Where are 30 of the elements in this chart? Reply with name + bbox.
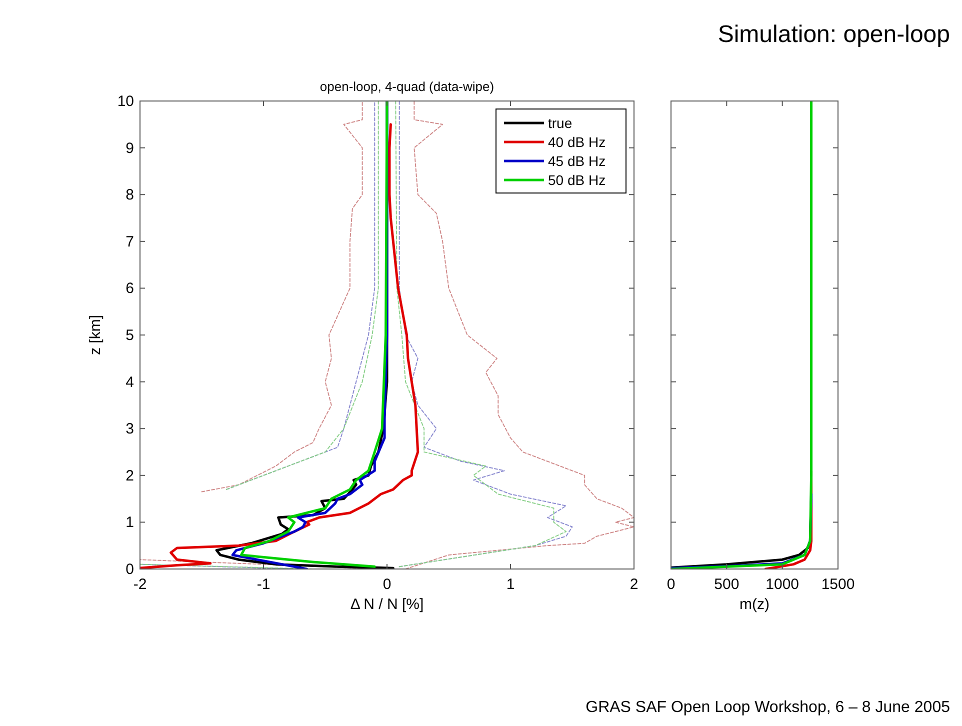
text: Simulation: open-loop bbox=[718, 21, 950, 48]
y-axis-title: z [km] bbox=[87, 315, 104, 355]
x-axis-title: Δ N / N [%] bbox=[350, 596, 424, 613]
x-tick-label: -1 bbox=[256, 576, 270, 593]
y-tick-label: 9 bbox=[126, 140, 134, 157]
y-tick-label: 7 bbox=[126, 233, 134, 250]
y-tick-label: 2 bbox=[126, 467, 134, 484]
x-tick-label: 0 bbox=[666, 576, 676, 593]
y-tick-label: 4 bbox=[126, 374, 134, 391]
legend-label: 50 dB Hz bbox=[548, 172, 606, 188]
x-tick-label: 500 bbox=[714, 576, 740, 593]
x-tick-label: 1000 bbox=[766, 576, 800, 593]
legend-label: 45 dB Hz bbox=[548, 153, 606, 169]
x-tick-label: 0 bbox=[382, 576, 392, 593]
y-tick-label: 1 bbox=[126, 514, 134, 532]
y-tick-label: 8 bbox=[126, 186, 134, 204]
y-tick-label: 6 bbox=[126, 280, 134, 298]
y-tick-label: 10 bbox=[117, 93, 134, 110]
text: GRAS SAF Open Loop Workshop, 6 – 8 June 2005 bbox=[586, 699, 950, 716]
legend-label: 40 dB Hz bbox=[548, 134, 606, 150]
y-tick-label: 3 bbox=[126, 420, 134, 438]
x-axis-title: m(z) bbox=[740, 596, 770, 613]
x-tick-label: 1500 bbox=[821, 576, 855, 593]
legend-label: true bbox=[548, 115, 572, 131]
y-tick-label: 0 bbox=[126, 561, 134, 578]
y-tick-label: 5 bbox=[126, 327, 134, 344]
x-tick-label: 2 bbox=[630, 576, 638, 593]
chart-title: open-loop, 4-quad (data-wipe) bbox=[320, 79, 494, 94]
x-tick-label: 1 bbox=[506, 576, 515, 593]
x-tick-label: -2 bbox=[133, 576, 147, 593]
